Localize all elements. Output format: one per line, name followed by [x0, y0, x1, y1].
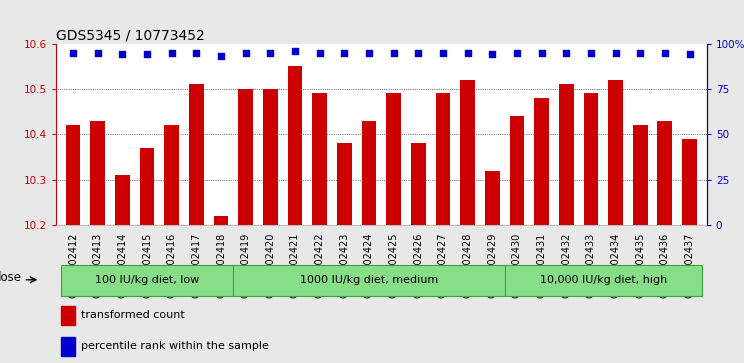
Point — [560, 50, 572, 56]
Point — [585, 50, 597, 56]
Bar — [164, 125, 179, 225]
Bar — [263, 89, 278, 225]
Bar — [658, 121, 673, 225]
Point — [412, 50, 424, 56]
Bar — [140, 148, 155, 225]
Point — [240, 50, 251, 56]
Bar — [337, 143, 352, 225]
Bar — [682, 139, 697, 225]
Text: 10,000 IU/kg diet, high: 10,000 IU/kg diet, high — [539, 276, 667, 285]
Point — [67, 50, 79, 56]
Bar — [214, 216, 228, 225]
Text: dose: dose — [0, 272, 22, 285]
Point — [190, 50, 202, 56]
Bar — [189, 85, 204, 225]
Point — [215, 53, 227, 59]
Bar — [435, 94, 450, 225]
Bar — [583, 94, 598, 225]
Point — [92, 50, 103, 56]
Point — [511, 50, 523, 56]
Point — [264, 50, 276, 56]
Point — [116, 52, 128, 57]
Text: 1000 IU/kg diet, medium: 1000 IU/kg diet, medium — [300, 276, 438, 285]
Point — [314, 50, 326, 56]
FancyBboxPatch shape — [504, 265, 702, 296]
Text: 100 IU/kg diet, low: 100 IU/kg diet, low — [95, 276, 199, 285]
Bar — [238, 89, 253, 225]
Point — [339, 50, 350, 56]
Bar — [61, 306, 75, 325]
Bar — [411, 143, 426, 225]
Point — [166, 50, 178, 56]
Bar — [288, 66, 302, 225]
Text: transformed count: transformed count — [80, 310, 185, 320]
Bar — [608, 80, 623, 225]
Bar — [633, 125, 647, 225]
Bar — [534, 98, 549, 225]
Point — [437, 50, 449, 56]
Point — [289, 48, 301, 54]
Bar — [65, 125, 80, 225]
Bar — [61, 337, 75, 356]
Point — [141, 52, 153, 57]
Bar — [485, 171, 500, 225]
FancyBboxPatch shape — [61, 265, 234, 296]
Point — [609, 50, 621, 56]
Bar — [90, 121, 105, 225]
Bar — [461, 80, 475, 225]
Text: percentile rank within the sample: percentile rank within the sample — [80, 341, 269, 351]
Point — [536, 50, 548, 56]
Bar — [510, 116, 525, 225]
Bar — [362, 121, 376, 225]
Point — [635, 50, 647, 56]
Bar — [115, 175, 129, 225]
Point — [659, 50, 671, 56]
Bar — [312, 94, 327, 225]
Bar — [386, 94, 401, 225]
FancyBboxPatch shape — [234, 265, 504, 296]
Point — [487, 52, 498, 57]
Point — [363, 50, 375, 56]
Point — [684, 52, 696, 57]
Text: GDS5345 / 10773452: GDS5345 / 10773452 — [56, 28, 205, 42]
Point — [462, 50, 474, 56]
Bar — [559, 85, 574, 225]
Point — [388, 50, 400, 56]
